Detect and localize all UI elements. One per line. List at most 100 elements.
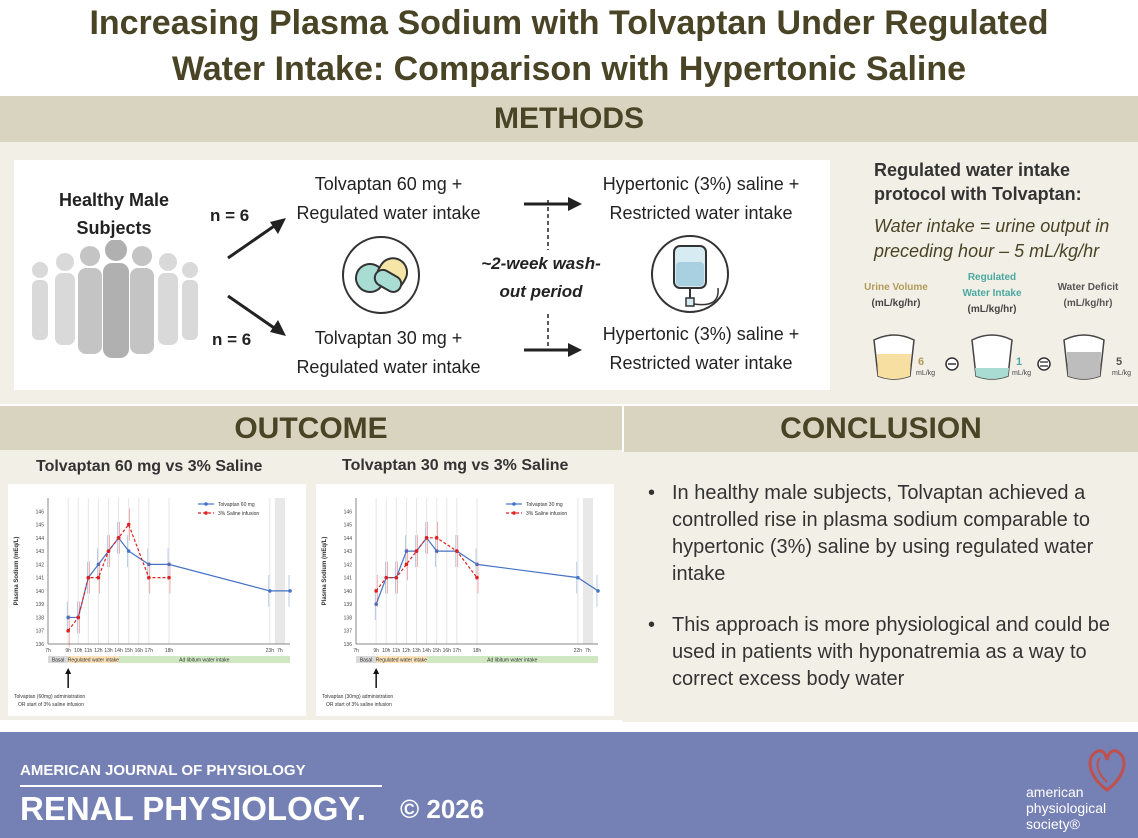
series-line: [68, 536, 290, 619]
data-point: [404, 562, 409, 567]
chart-30mg: 136 137 138 139 140 141 142 143 144 145 146 7h 9h 10h…: [322, 498, 600, 708]
x-tick-label: 10h: [74, 648, 83, 654]
x-tick-label: 16h: [135, 648, 144, 654]
x-tick-label: 9h: [373, 648, 379, 654]
y-tick-label: 143: [344, 549, 353, 555]
water-intake-label: Regulated Water Intake (mL/kg/hr): [952, 270, 1032, 318]
annotation-line-1: Tolvaptan (30mg) administration: [322, 694, 393, 700]
data-point: [455, 549, 459, 553]
y-tick-label: 142: [344, 562, 353, 568]
protocol-formula: Water intake = urine output in preceding…: [874, 214, 1109, 264]
band-ad-libitum: [118, 656, 290, 663]
washout-label: ~2-week wash- out period: [476, 250, 606, 306]
formula-line-2: preceding hour – 5 mL/kg/hr: [874, 241, 1100, 261]
y-tick-label: 136: [344, 642, 353, 648]
data-point: [96, 562, 101, 567]
subjects-silhouettes-icon: [32, 240, 198, 358]
deficit-unit: mL/kg: [1112, 370, 1132, 377]
overnight-shade: [582, 498, 593, 644]
data-point: [374, 602, 378, 606]
data-point: [268, 589, 272, 593]
protocol-heading-line-1: Regulated water intake: [874, 160, 1071, 180]
band-ad-libitum-label: Ad libitum water intake: [487, 658, 538, 664]
y-tick-label: 143: [36, 549, 45, 555]
copyright: © 2026: [400, 794, 485, 824]
conclusion-section: [622, 452, 1138, 722]
y-axis-label: Plasma Sodium (mEq/L): [14, 537, 20, 606]
arm-60mg-line-2: Regulated water intake: [296, 203, 481, 223]
data-point: [66, 615, 70, 620]
data-point: [434, 536, 439, 540]
arm-60mg: Tolvaptan 60 mg + Regulated water intake: [286, 170, 491, 228]
methods-diagram: Healthy Male Subjects n = 6 n = 6 Tolvap…: [14, 160, 830, 390]
data-point: [147, 575, 151, 580]
chart2-panel: 136 137 138 139 140 141 142 143 144 145 146 7h 9h 10h…: [316, 484, 614, 716]
n-top: n = 6: [210, 206, 250, 225]
legend-label: Tolvaptan 60 mg: [218, 502, 255, 508]
x-tick-label: 12h: [402, 648, 411, 654]
title-line-2: Water Intake: Comparison with Hypertonic…: [171, 50, 967, 88]
col1-line-1: Urine Volume: [864, 282, 928, 293]
saline-top-line-1: Hypertonic (3%) saline +: [602, 174, 800, 194]
col2-line-2: Water Intake: [962, 288, 1022, 299]
x-tick-label: 11h: [392, 648, 400, 654]
annotation-line-2: OR start of 3% saline infusion: [326, 702, 392, 708]
outcome-heading-text: OUTCOME: [234, 412, 388, 445]
outcome-heading: OUTCOME: [0, 406, 622, 452]
bullet-text-1: In healthy male subjects, Tolvaptan achi…: [672, 482, 1094, 585]
x-tick-label: 14h: [422, 648, 431, 654]
saline-top-line-2: Restricted water intake: [609, 203, 793, 223]
x-tick-label: 13h: [412, 648, 421, 654]
bullet-mark: •: [648, 614, 656, 636]
data-point: [126, 522, 131, 527]
protocol-heading-line-2: protocol with Tolvaptan:: [874, 184, 1082, 204]
title-line-1: Increasing Plasma Sodium with Tolvaptan …: [89, 4, 1049, 42]
x-tick-label: 7h: [353, 648, 359, 654]
legend-label: 3% Saline infusion: [526, 511, 567, 517]
y-tick-label: 144: [344, 536, 353, 542]
x-tick-label: 9h: [65, 648, 71, 654]
annotation-line-2: OR start of 3% saline infusion: [18, 702, 84, 708]
bullet-item-2: • This approach is more physiological an…: [648, 612, 1118, 693]
society-line-2: physiological: [1026, 800, 1107, 816]
data-point: [434, 549, 439, 553]
x-tick-label: 16h: [443, 648, 452, 654]
protocol-heading: Regulated water intake protocol with Tol…: [874, 158, 1082, 206]
band-basal: [48, 656, 69, 663]
urine-unit: mL/kg: [916, 370, 936, 377]
data-point: [475, 562, 479, 567]
aps-logo-icon: [1088, 749, 1126, 792]
intake-value: 1: [1016, 356, 1023, 368]
x-tick-label: 13h: [104, 648, 113, 654]
arrows-icon: [227, 218, 286, 336]
y-tick-label: 138: [36, 615, 45, 621]
legend-marker: [512, 511, 516, 515]
annotation-line-1: Tolvaptan (60mg) administration: [14, 694, 85, 700]
band-ad-libitum-label: Ad libitum water intake: [179, 658, 230, 664]
y-tick-label: 136: [36, 642, 45, 648]
x-tick-label: 18h: [165, 648, 174, 654]
chart-60mg: 136 137 138 139 140 141 142 143 144 145 146 7h 9h 10h…: [14, 498, 292, 708]
data-point: [374, 589, 378, 593]
data-point: [116, 536, 121, 540]
col1-line-2: (mL/kg/hr): [871, 298, 921, 309]
y-tick-label: 141: [344, 576, 353, 582]
y-tick-label: 146: [344, 509, 353, 515]
page-title: Increasing Plasma Sodium with Tolvaptan …: [0, 0, 1138, 96]
annotation-arrowhead: [65, 668, 72, 674]
data-point: [424, 536, 429, 540]
annotation-arrowhead: [373, 668, 380, 674]
x-tick-label: 14h: [114, 648, 123, 654]
pills-icon: [342, 236, 420, 314]
x-tick-label: 18h: [473, 648, 482, 654]
data-point: [288, 589, 292, 593]
x-tick-label: 15h: [124, 648, 133, 654]
legend-marker: [204, 502, 208, 506]
data-point: [596, 589, 600, 593]
y-tick-label: 140: [344, 589, 353, 595]
data-point: [167, 562, 171, 567]
x-tick-label: 7h: [45, 648, 51, 654]
y-tick-label: 145: [36, 523, 45, 529]
col3-line-1: Water Deficit: [1057, 282, 1119, 293]
legend-label: Tolvaptan 30 mg: [526, 502, 563, 508]
